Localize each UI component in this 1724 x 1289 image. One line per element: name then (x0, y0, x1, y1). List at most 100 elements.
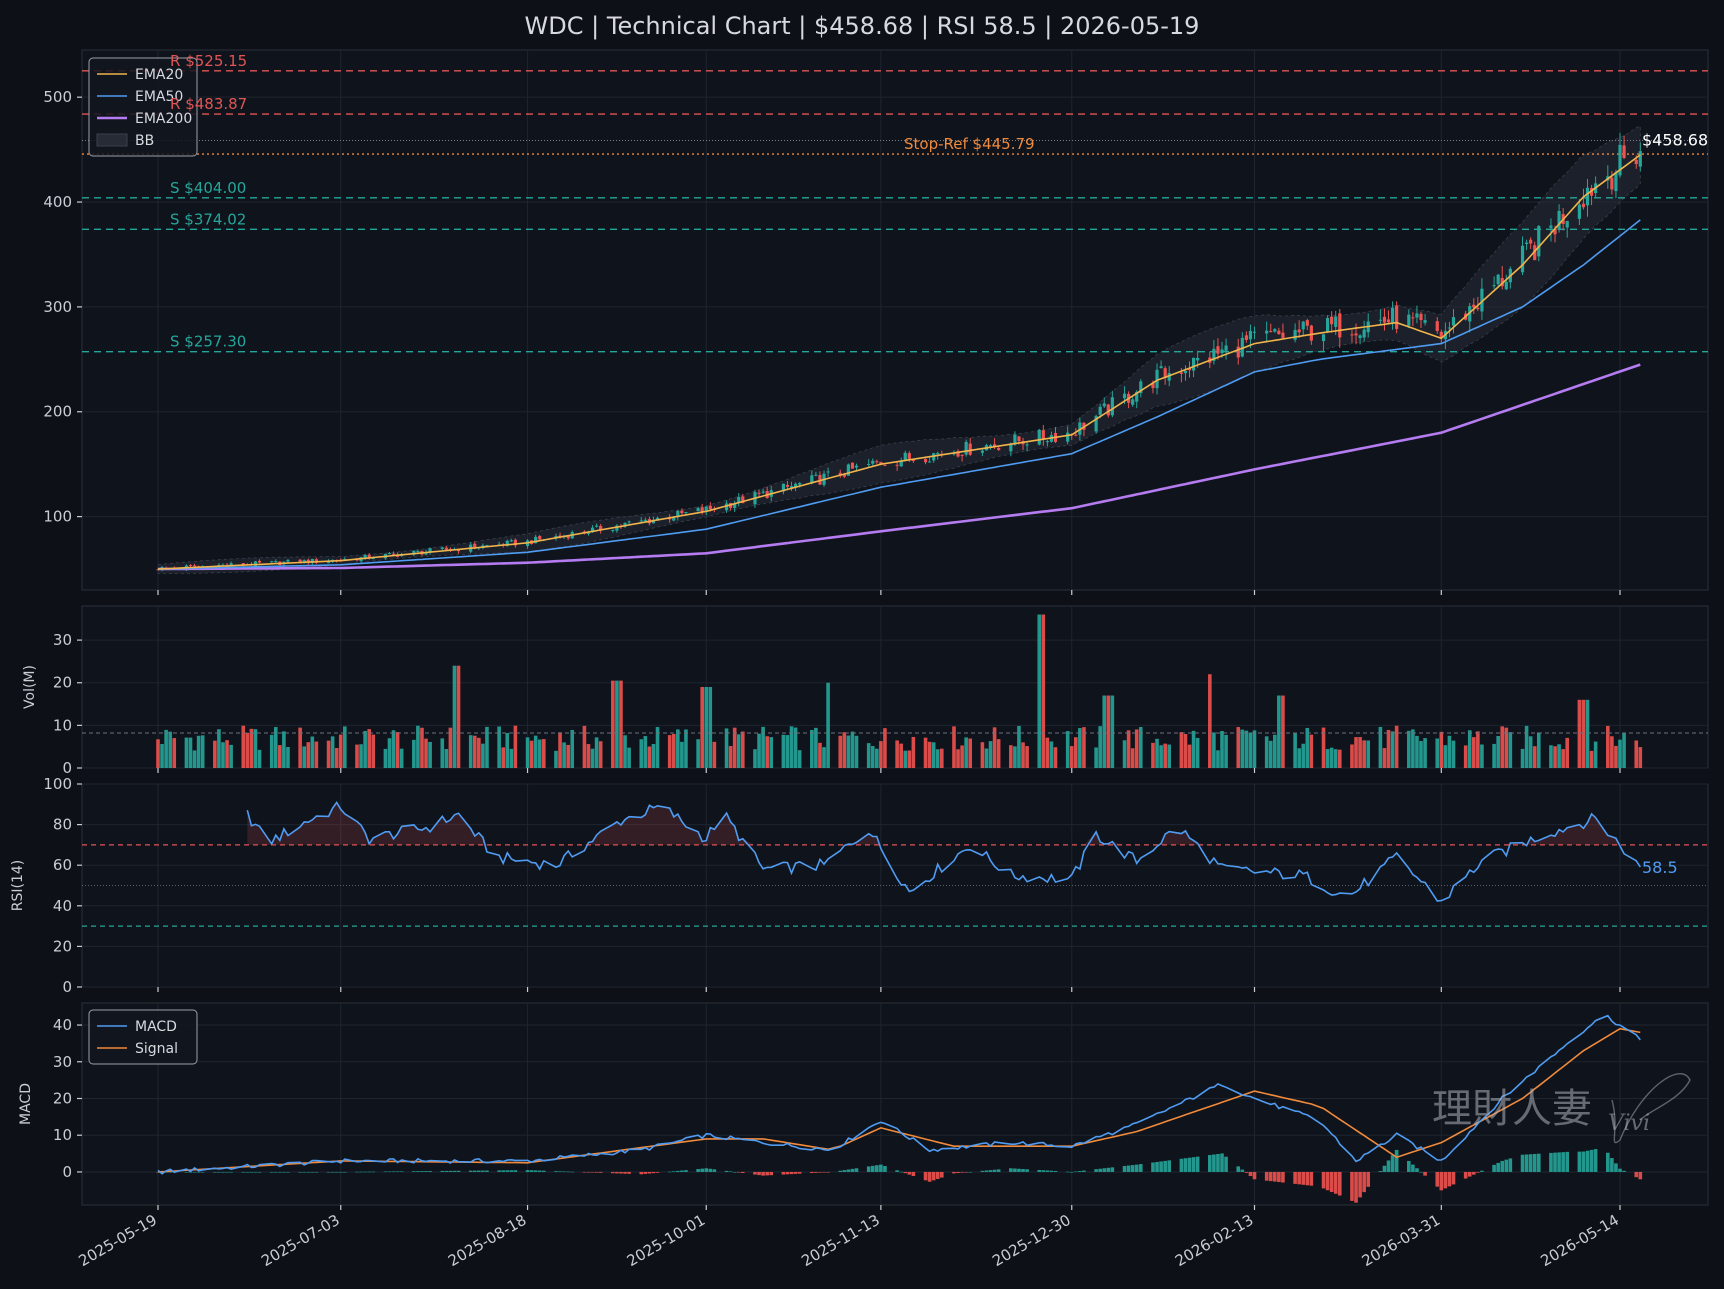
macd-histogram-bar (1208, 1155, 1212, 1172)
candle-body (838, 472, 842, 476)
macd-histogram-bar (736, 1171, 741, 1173)
volume-bar (1236, 727, 1241, 768)
volume-bar (1472, 737, 1476, 768)
candle-body (1585, 187, 1590, 206)
candle-body (1244, 335, 1248, 340)
macd-histogram-bar (1212, 1154, 1216, 1172)
macd-histogram-bar (192, 1171, 197, 1173)
macd-histogram-bar (651, 1171, 656, 1174)
candle-body (1009, 443, 1013, 452)
price-y-tick-label: 400 (43, 193, 72, 211)
macd-histogram-bar (968, 1171, 973, 1173)
candle-body (1224, 345, 1228, 351)
candle-body (1565, 220, 1569, 228)
macd-histogram-bar (420, 1171, 424, 1172)
candle-body (416, 550, 420, 552)
macd-histogram-bar (1451, 1171, 1456, 1185)
volume-bar (1293, 732, 1297, 768)
macd-histogram-bar (1273, 1171, 1277, 1182)
volume-bar (444, 748, 449, 768)
macd-histogram-bar (1130, 1165, 1135, 1172)
volume-bar (1191, 730, 1196, 768)
macd-histogram-bar (899, 1171, 903, 1173)
macd-histogram-bar (1382, 1165, 1387, 1172)
candle-body (903, 452, 907, 461)
candle-body (1212, 348, 1216, 361)
panel-vol (81, 605, 1709, 769)
candle-body (1281, 332, 1285, 338)
macd-histogram-bar (700, 1168, 704, 1172)
candle-body (704, 506, 708, 512)
volume-bar (1224, 734, 1228, 768)
volume-bar (1386, 729, 1391, 768)
volume-bar (1268, 740, 1273, 768)
volume-bar (1593, 741, 1598, 768)
candle-body (761, 491, 765, 493)
candle-body (1216, 346, 1220, 354)
price-y-tick-label: 100 (43, 508, 72, 526)
volume-bar (1021, 742, 1025, 768)
volume-bar (732, 727, 737, 768)
volume-bar (371, 734, 376, 768)
macd-histogram-bar (1443, 1171, 1448, 1189)
macd-histogram-bar (326, 1171, 331, 1173)
macd-histogram-bar (1557, 1152, 1561, 1172)
macd-histogram-bar (797, 1171, 802, 1174)
volume-bar (1216, 750, 1220, 768)
macd-histogram-bar (883, 1166, 887, 1172)
macd-histogram-bar (826, 1171, 830, 1173)
volume-bar (1297, 748, 1301, 768)
candle-body (737, 497, 741, 503)
macd-histogram-bar (619, 1171, 623, 1174)
candle-body (1386, 319, 1391, 323)
volume-bar (1240, 729, 1245, 768)
macd-histogram-bar (1614, 1163, 1618, 1172)
candle-body (1248, 330, 1253, 340)
candle-body (1179, 372, 1183, 374)
candle-body (505, 540, 509, 546)
candle-body (326, 561, 331, 564)
macd-histogram-bar (1638, 1171, 1643, 1180)
volume-bar (330, 736, 335, 768)
candle-body (789, 486, 794, 489)
candle-body (1309, 325, 1313, 341)
candle-body (440, 547, 444, 549)
ylabel-macd: MACD (18, 1083, 34, 1125)
candle-body (684, 512, 688, 514)
candle-body (1334, 316, 1338, 327)
volume-bar (1053, 747, 1058, 768)
volume-bar (1362, 740, 1366, 768)
macd-histogram-bar (505, 1170, 510, 1172)
candle-body (708, 505, 712, 510)
volume-bar (708, 687, 713, 768)
volume-bar (221, 742, 225, 768)
candle-body (826, 471, 830, 473)
volume-bar (895, 740, 899, 768)
candle-body (538, 536, 542, 540)
macd-histogram-bar (200, 1171, 205, 1173)
macd-histogram-bar (310, 1171, 315, 1173)
candle-body (444, 547, 448, 550)
macd-histogram-bar (558, 1171, 562, 1172)
candle-body (192, 565, 197, 567)
macd-histogram-bar (1065, 1171, 1070, 1173)
macd-histogram-bar (1435, 1171, 1440, 1187)
volume-bar (696, 739, 700, 768)
macd-histogram-bar (1110, 1167, 1115, 1172)
macd-histogram-bar (570, 1171, 575, 1173)
macd-histogram-bar (273, 1171, 278, 1173)
volume-bar (391, 730, 396, 768)
volume-bar (647, 746, 652, 768)
volume-bar (789, 726, 794, 768)
volume-bar (334, 748, 339, 768)
candle-body (895, 464, 899, 466)
volume-bar (952, 726, 956, 768)
macd-histogram-bar (842, 1170, 847, 1172)
candle-body (485, 545, 489, 547)
macd-histogram-bar (814, 1171, 818, 1173)
volume-bar (1532, 746, 1537, 768)
legend-label-ema200: EMA200 (135, 111, 192, 127)
macd-histogram-bar (1415, 1168, 1419, 1172)
candle-body (1622, 145, 1626, 158)
volume-bar (229, 744, 233, 768)
